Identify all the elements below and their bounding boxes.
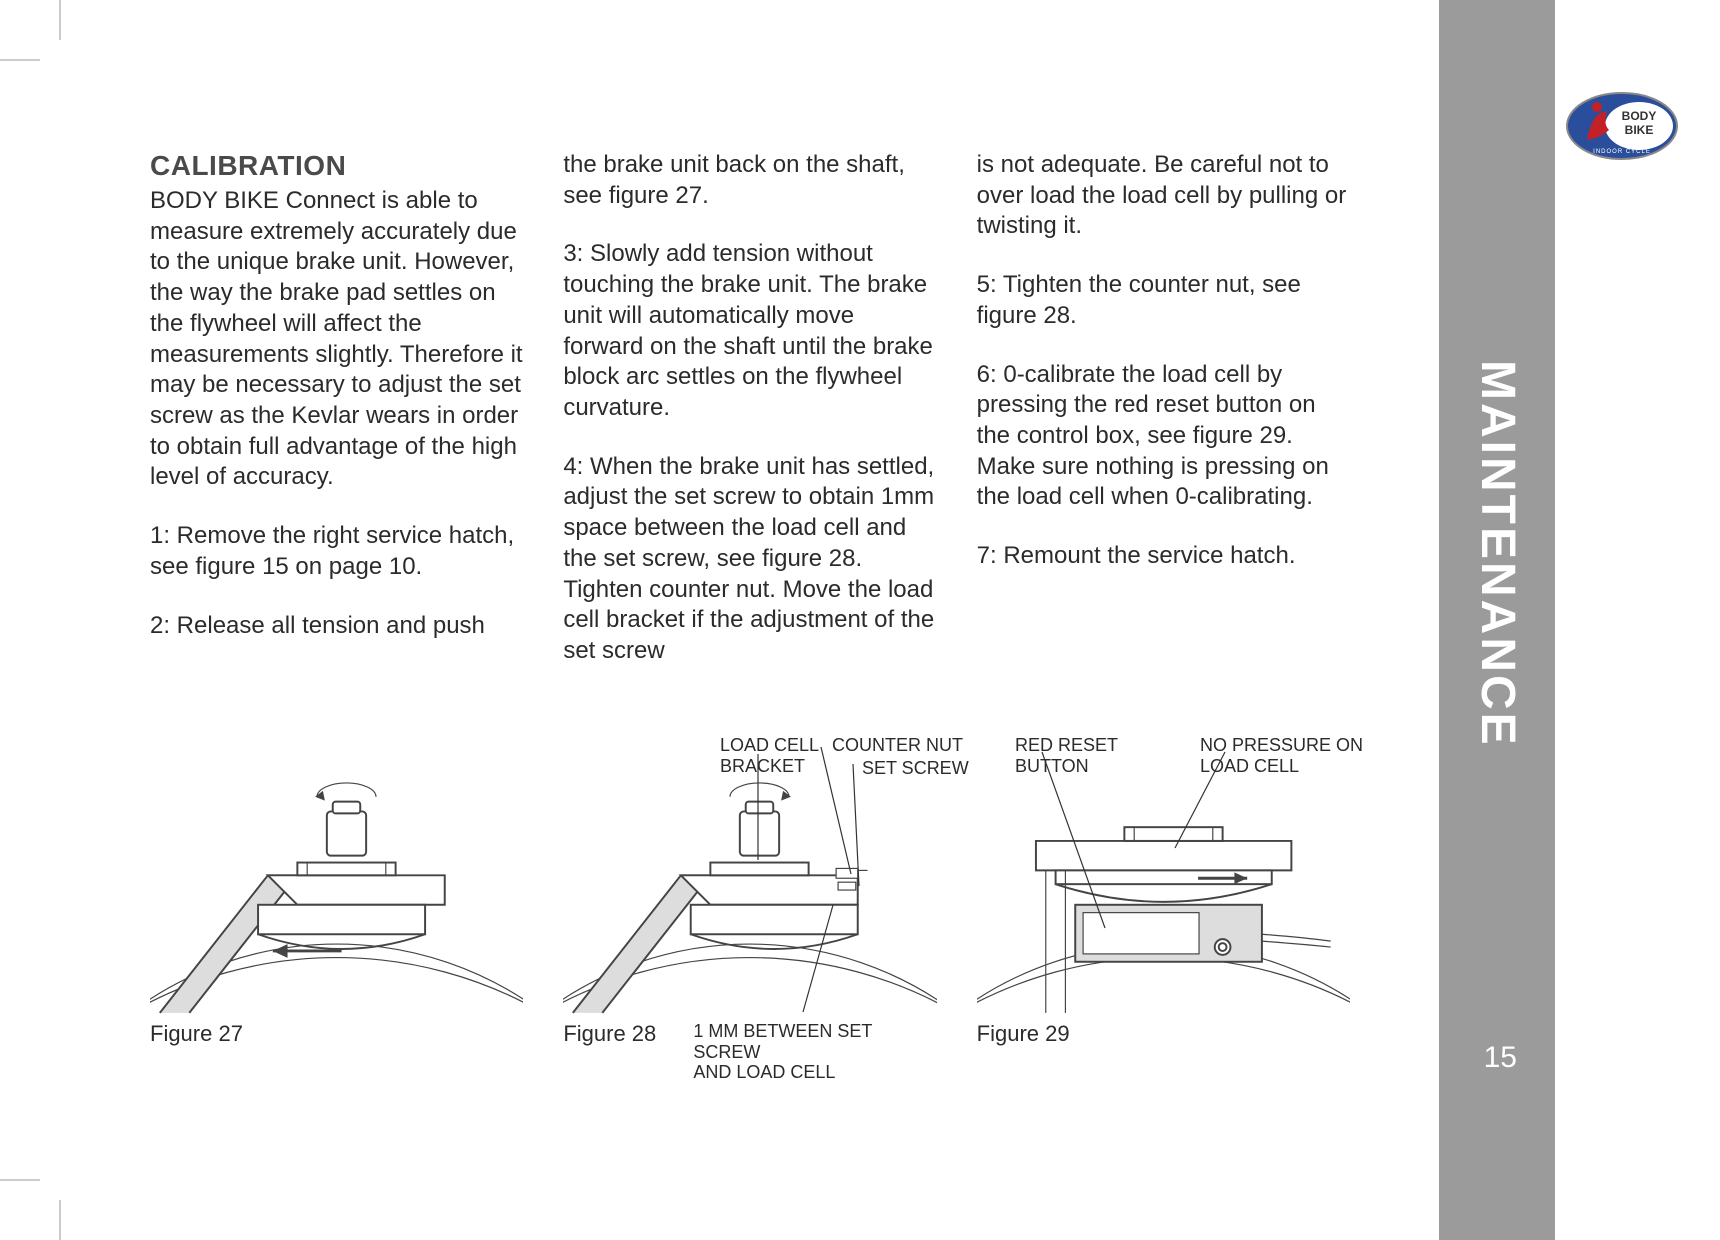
step-1: 1: Remove the right service hatch, see f… [150,521,523,582]
svg-text:BODY: BODY [1622,109,1657,123]
sidebar-tab: MAINTENANCE 15 [1439,0,1555,1240]
svg-text:INDOOR CYCLE: INDOOR CYCLE [1593,149,1651,155]
body-bike-logo: BODY BIKE INDOOR CYCLE [1565,90,1680,162]
figure-27: Figure 27 [150,770,523,1090]
intro-paragraph: BODY BIKE Connect is able to measure ext… [150,186,523,493]
step-3: 3: Slowly add tension without touching t… [563,239,936,423]
figure-29: Figure 29 [977,770,1350,1090]
page: MAINTENANCE 15 BODY BIKE INDOOR CYCLE CA… [0,0,1720,1240]
svg-text:BIKE: BIKE [1625,123,1654,137]
section-title: MAINTENANCE [1470,360,1525,748]
page-number: 15 [1484,1041,1517,1075]
step-7: 7: Remount the service hatch. [977,541,1350,572]
step-2a: 2: Release all tension and push [150,611,523,642]
step-2b: the brake unit back on the shaft, see fi… [563,150,936,211]
step-6: 6: 0-calibrate the load cell by pressing… [977,360,1350,514]
figure-28: Figure 28 1 MM BETWEEN SET SCREWAND LOAD… [563,770,936,1090]
figure-29-caption: Figure 29 [977,1021,1350,1047]
content-area: CALIBRATION BODY BIKE Connect is able to… [150,150,1350,730]
figures-row: Figure 27 [150,770,1350,1090]
heading-calibration: CALIBRATION [150,150,523,182]
figure-28-subcaption: 1 MM BETWEEN SET SCREWAND LOAD CELL [693,1021,936,1083]
step-4b: is not adequate. Be careful not to over … [977,150,1350,242]
callout-counter-nut: COUNTER NUT [832,735,963,756]
step-5: 5: Tighten the counter nut, see figure 2… [977,270,1350,331]
figure-27-caption: Figure 27 [150,1021,523,1047]
step-4a: 4: When the brake unit has settled, adju… [563,452,936,667]
